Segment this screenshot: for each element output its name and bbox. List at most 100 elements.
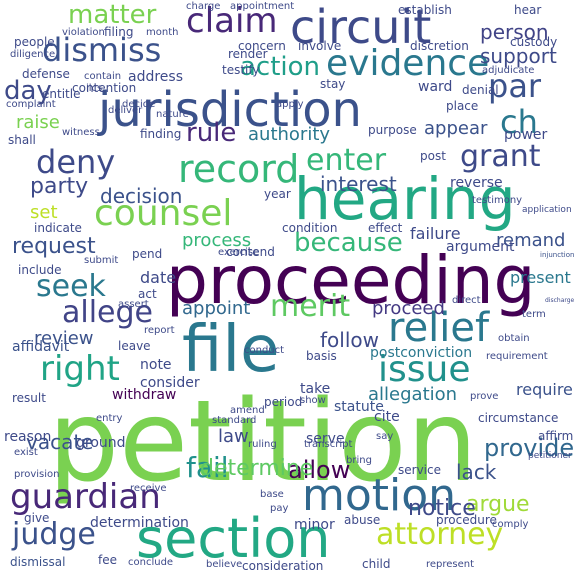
- word: provide: [484, 434, 575, 462]
- word: receive: [130, 483, 167, 494]
- word: injunction: [540, 251, 575, 259]
- word: nature: [156, 109, 189, 120]
- word: charge: [186, 1, 221, 12]
- word: amend: [230, 405, 265, 416]
- word: leave: [118, 339, 151, 353]
- word: determination: [90, 515, 189, 531]
- word: comply: [492, 519, 529, 530]
- word: withdraw: [112, 387, 177, 403]
- word: discharge: [545, 297, 575, 304]
- word: base: [260, 489, 284, 500]
- word: render: [228, 47, 268, 61]
- word: exist: [14, 447, 38, 458]
- word: standard: [212, 415, 257, 426]
- word: shall: [8, 133, 36, 147]
- word: ruling: [248, 439, 277, 450]
- word: process: [182, 230, 252, 251]
- word: date: [140, 268, 177, 287]
- word: argue: [466, 492, 530, 517]
- word: file: [182, 313, 280, 387]
- word: dismiss: [42, 31, 162, 69]
- word: application: [522, 205, 572, 215]
- word: witness: [62, 127, 100, 138]
- word: give: [24, 511, 50, 525]
- word: postconviction: [370, 345, 473, 361]
- word: indicate: [34, 221, 82, 235]
- word: because: [294, 228, 403, 258]
- word: consideration: [242, 559, 324, 573]
- word: raise: [16, 112, 60, 133]
- word: notice: [408, 496, 476, 521]
- word: say: [376, 431, 394, 442]
- word: hear: [514, 3, 542, 17]
- word: custody: [510, 35, 558, 49]
- word: prove: [470, 391, 499, 402]
- word: reverse: [450, 175, 503, 191]
- word: consider: [140, 375, 200, 391]
- word: power: [504, 127, 548, 143]
- word: conduct: [244, 345, 285, 356]
- word: assert: [118, 299, 149, 310]
- word: direct: [452, 295, 481, 306]
- word: serve: [306, 431, 345, 447]
- word: fail: [186, 451, 229, 484]
- word: law: [218, 426, 249, 447]
- word: appoint: [182, 298, 251, 319]
- word: record: [178, 147, 300, 191]
- word: relief: [388, 305, 490, 351]
- word: contend: [226, 245, 275, 259]
- word: report: [144, 325, 175, 336]
- word: circumstance: [478, 411, 559, 425]
- word: argument: [446, 239, 515, 255]
- word: affirm: [538, 429, 574, 443]
- word: show: [300, 395, 326, 406]
- word: procedure: [436, 513, 497, 527]
- word: filing: [104, 25, 134, 39]
- word: testify: [222, 63, 260, 77]
- word: involve: [298, 39, 342, 53]
- word: merit: [270, 289, 351, 324]
- word: effect: [368, 221, 403, 235]
- word: discretion: [410, 39, 469, 53]
- word: deliver: [108, 105, 143, 116]
- word: person: [480, 20, 549, 44]
- word: grant: [460, 139, 541, 174]
- word: appointment: [230, 1, 295, 12]
- word: matter: [68, 0, 157, 30]
- word: allow: [288, 456, 351, 484]
- word: people: [14, 35, 55, 49]
- word: represent: [426, 559, 475, 570]
- word: entry: [96, 413, 123, 424]
- word: basis: [306, 349, 337, 363]
- word: petition: [48, 377, 478, 507]
- word: complaint: [6, 99, 56, 110]
- word: pay: [270, 503, 289, 514]
- word: obtain: [498, 333, 530, 344]
- word: lack: [456, 460, 497, 484]
- word: support: [480, 44, 557, 68]
- word: section: [136, 507, 331, 570]
- word: term: [522, 309, 546, 320]
- word: require: [516, 380, 573, 399]
- word: conclude: [128, 557, 174, 568]
- word: hearing: [294, 165, 516, 233]
- word: deny: [36, 143, 116, 181]
- word: post: [420, 149, 446, 163]
- word: abuse: [344, 513, 381, 527]
- word: stay: [320, 77, 346, 91]
- word: defense: [22, 67, 70, 81]
- word: allege: [62, 295, 154, 330]
- word: apply: [276, 99, 304, 110]
- word: month: [146, 27, 179, 38]
- word: ch: [500, 103, 538, 141]
- word: determine: [200, 456, 314, 481]
- word: dismissal: [10, 555, 66, 569]
- word: statute: [334, 399, 384, 415]
- word: place: [446, 99, 479, 113]
- word: proceeding: [166, 242, 536, 319]
- word: act: [138, 287, 157, 301]
- word: decide: [122, 99, 156, 110]
- word: year: [264, 187, 291, 201]
- word: condition: [282, 221, 338, 235]
